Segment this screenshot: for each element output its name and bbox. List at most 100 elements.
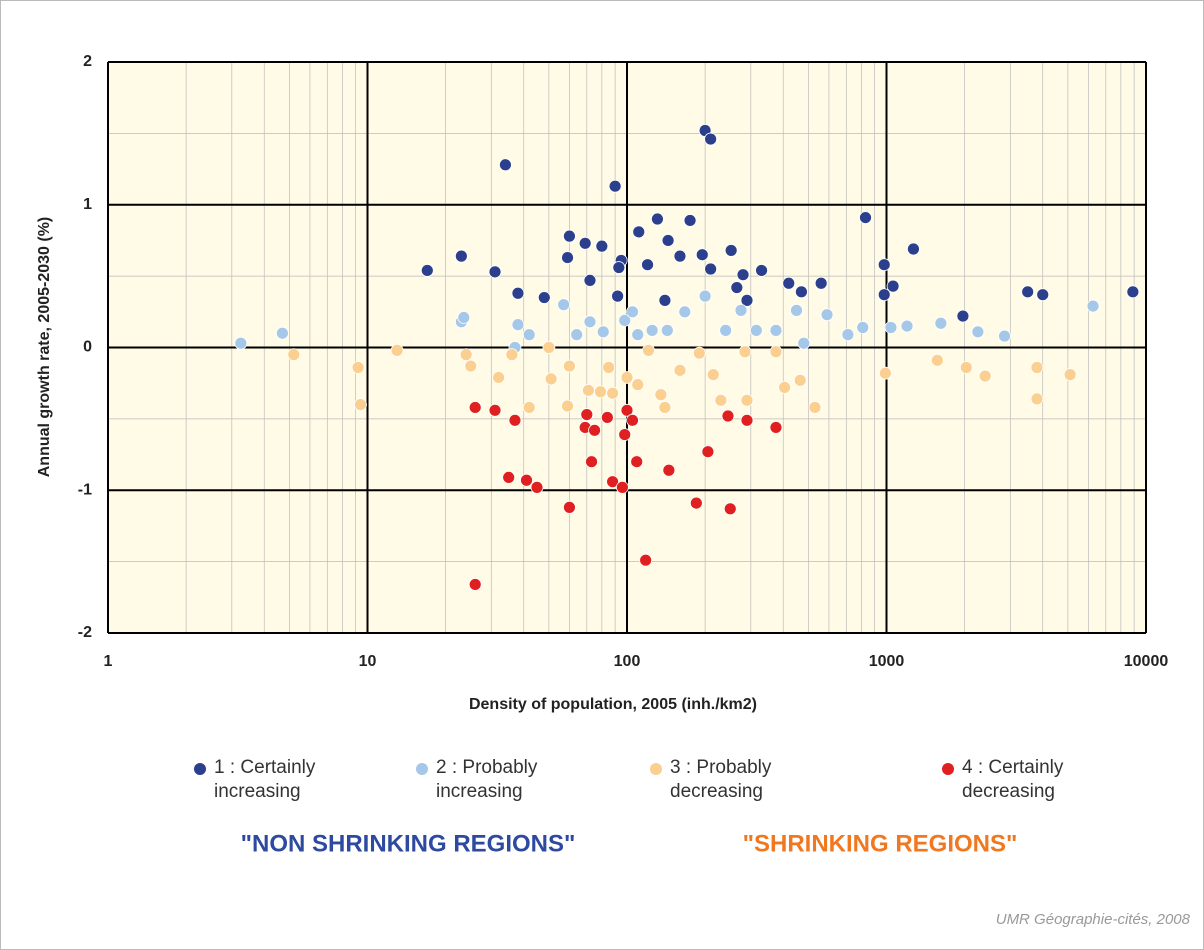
x-tick-label: 1 <box>104 653 113 670</box>
y-axis-label: Annual growth rate, 2005-2030 (%) <box>36 217 53 478</box>
point <box>1086 299 1100 313</box>
point <box>570 328 584 342</box>
point <box>790 303 803 317</box>
x-tick-label: 1000 <box>869 653 905 670</box>
point <box>630 455 644 469</box>
point <box>585 455 598 469</box>
point <box>689 496 703 510</box>
point <box>508 413 522 427</box>
point <box>639 553 653 567</box>
point <box>695 248 709 262</box>
point <box>351 361 365 374</box>
point <box>797 336 811 350</box>
point <box>488 403 502 417</box>
point <box>276 326 289 340</box>
point <box>769 323 783 337</box>
point <box>769 421 783 434</box>
point <box>580 408 594 421</box>
point <box>673 249 687 263</box>
point <box>626 413 639 427</box>
point <box>594 385 607 399</box>
point <box>678 305 692 319</box>
point <box>561 399 574 413</box>
point <box>959 361 973 374</box>
point <box>971 325 985 339</box>
point <box>934 316 948 330</box>
point <box>620 403 634 417</box>
point <box>704 132 718 146</box>
point <box>606 475 619 489</box>
legend-label: 4 : Certainly decreasing <box>962 757 1064 802</box>
point <box>511 286 525 300</box>
point <box>530 480 544 494</box>
point <box>692 346 706 360</box>
point <box>537 291 551 304</box>
point <box>354 398 367 412</box>
point <box>793 373 807 387</box>
point <box>588 423 601 437</box>
point <box>820 308 834 322</box>
annotation: "NON SHRINKING REGIONS" <box>241 830 576 857</box>
legend-marker <box>416 763 428 775</box>
point <box>563 359 576 373</box>
point <box>740 293 754 307</box>
point <box>468 578 482 591</box>
legend-label: 3 : Probably decreasing <box>670 757 772 802</box>
point <box>886 279 900 293</box>
point <box>457 311 471 324</box>
point <box>877 288 891 302</box>
point <box>701 445 715 459</box>
point <box>721 409 735 423</box>
point <box>615 480 629 494</box>
credit: UMR Géographie-cités, 2008 <box>996 911 1191 928</box>
point <box>626 305 639 319</box>
point <box>738 345 752 359</box>
point <box>755 264 768 277</box>
point <box>234 336 248 350</box>
point <box>724 244 738 257</box>
point <box>660 323 674 337</box>
point <box>287 348 301 362</box>
point <box>859 211 872 224</box>
point <box>778 381 792 394</box>
point <box>1030 392 1044 406</box>
y-tick-label: 0 <box>83 339 92 356</box>
point <box>502 471 516 484</box>
x-axis-label: Density of population, 2005 (inh./km2) <box>469 696 757 713</box>
point <box>683 214 697 227</box>
point <box>454 249 468 263</box>
point <box>814 276 828 290</box>
point <box>734 303 748 317</box>
point <box>1126 285 1140 299</box>
point <box>488 265 502 279</box>
point <box>673 363 687 377</box>
point <box>998 329 1011 343</box>
point <box>468 401 482 414</box>
point <box>563 229 576 243</box>
point <box>606 386 619 400</box>
point <box>795 285 808 299</box>
point <box>499 158 512 172</box>
legend-marker <box>194 763 206 775</box>
point <box>1030 361 1044 374</box>
point <box>706 368 720 382</box>
point <box>505 348 519 362</box>
point <box>612 261 626 274</box>
point <box>600 411 614 424</box>
point <box>620 371 634 384</box>
point <box>641 258 654 272</box>
point <box>878 366 892 380</box>
point <box>907 242 920 256</box>
point <box>618 313 632 327</box>
y-tick-label: 2 <box>83 53 92 70</box>
point <box>464 359 478 373</box>
point <box>602 361 616 374</box>
point <box>841 328 855 342</box>
x-tick-label: 100 <box>614 653 641 670</box>
point <box>877 258 891 272</box>
point <box>956 309 970 323</box>
point <box>1063 368 1077 382</box>
point <box>542 341 556 354</box>
point <box>520 473 533 487</box>
point <box>704 262 718 276</box>
